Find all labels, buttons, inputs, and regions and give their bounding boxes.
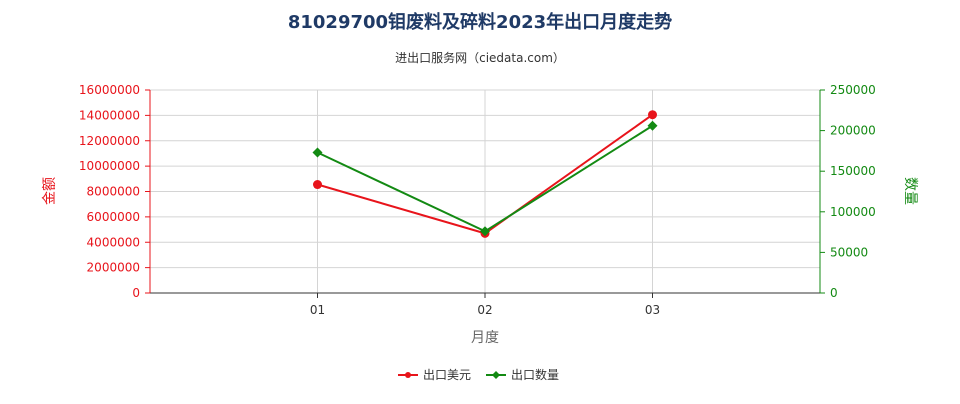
- legend: 出口美元 出口数量: [398, 367, 559, 382]
- right-axis-label: 数量: [902, 177, 918, 205]
- x-tick-label: 03: [645, 303, 660, 317]
- right-tick-label: 50000: [830, 245, 868, 259]
- x-tick-label: 02: [477, 303, 492, 317]
- right-tick-label: 200000: [830, 124, 876, 138]
- series-point[interactable]: [480, 226, 490, 237]
- series: [312, 110, 658, 238]
- legend-label[interactable]: 出口美元: [423, 368, 471, 382]
- left-tick-label: 12000000: [79, 134, 140, 148]
- legend-marker: [492, 371, 500, 379]
- left-tick-label: 4000000: [87, 235, 140, 249]
- left-tick-label: 8000000: [87, 185, 140, 199]
- left-tick-label: 2000000: [87, 261, 140, 275]
- right-tick-label: 100000: [830, 205, 876, 219]
- x-axis-label: 月度: [471, 330, 499, 346]
- left-tick-label: 16000000: [79, 83, 140, 97]
- left-tick-label: 10000000: [79, 159, 140, 173]
- series-point[interactable]: [647, 120, 658, 131]
- grid: [150, 89, 821, 294]
- left-tick-label: 6000000: [87, 210, 140, 224]
- right-tick-label: 0: [830, 286, 838, 300]
- series-point[interactable]: [648, 110, 657, 120]
- legend-label[interactable]: 出口数量: [511, 367, 559, 382]
- legend-marker: [405, 372, 411, 378]
- right-tick-label: 150000: [830, 164, 876, 178]
- chart-subtitle: 进出口服务网（ciedata.com）: [395, 50, 565, 65]
- left-tick-label: 0: [132, 286, 140, 300]
- series-point[interactable]: [312, 147, 323, 158]
- axes: 0200000040000006000000800000010000000120…: [79, 83, 876, 317]
- left-tick-label: 14000000: [79, 108, 140, 122]
- chart-title: 81029700钼废料及碎料2023年出口月度走势: [288, 11, 672, 33]
- right-tick-label: 250000: [830, 83, 876, 97]
- series-point[interactable]: [313, 180, 322, 190]
- left-axis-label: 金额: [42, 177, 58, 205]
- x-tick-label: 01: [310, 303, 325, 317]
